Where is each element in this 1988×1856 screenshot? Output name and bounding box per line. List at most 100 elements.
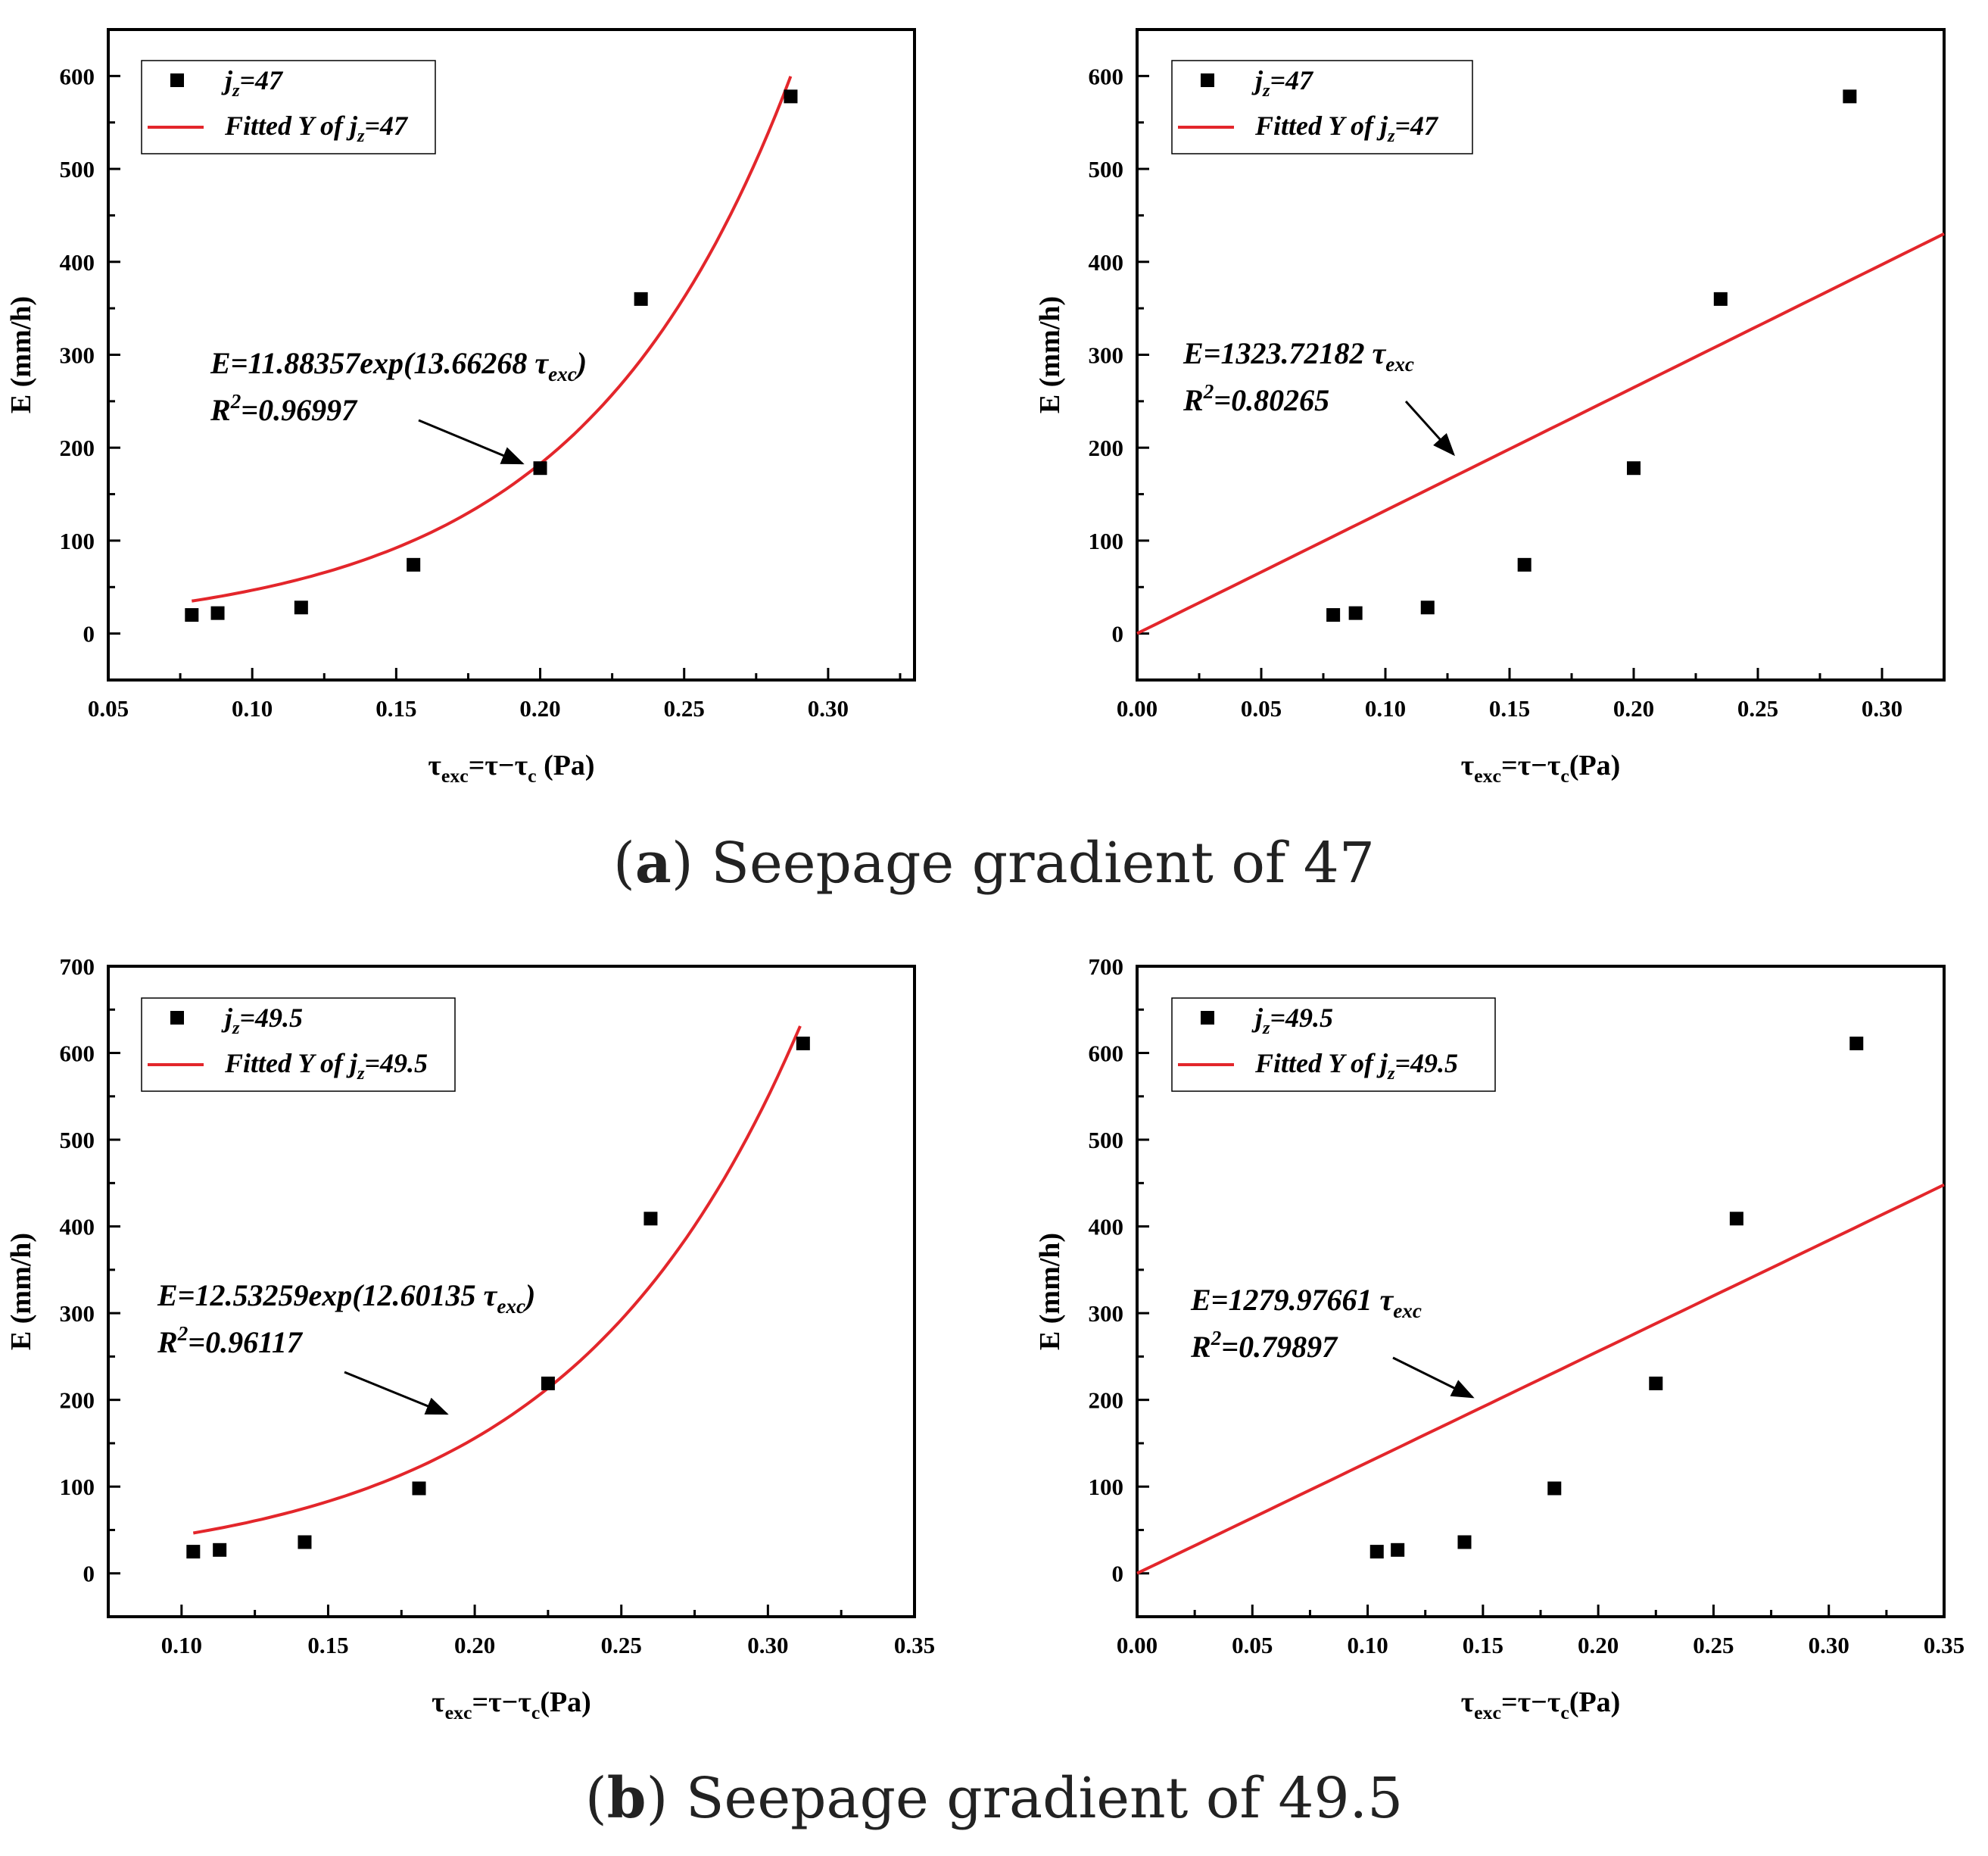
data-point (298, 1535, 312, 1549)
data-point (1649, 1376, 1663, 1390)
y-tick-label: 100 (1089, 528, 1124, 554)
data-point (185, 608, 199, 622)
x-tick-label: 0.35 (1924, 1632, 1965, 1658)
legend-label: Fitted Y of jz=49.5 (1254, 1048, 1458, 1084)
y-tick-label: 400 (60, 249, 95, 276)
data-point (1369, 1545, 1384, 1559)
annotation-arrow (344, 1371, 449, 1415)
fit-line (1136, 232, 1945, 635)
y-tick-label: 400 (60, 1214, 95, 1240)
data-point (1420, 600, 1435, 615)
data-point (1849, 1036, 1864, 1050)
y-tick-label: 0 (1112, 621, 1124, 647)
y-tick-label: 300 (60, 342, 95, 369)
legend: jz=47 Fitted Y of jz=47 (141, 60, 436, 154)
fit-equation: E=12.53259exp(12.60135 τexc) (157, 1278, 535, 1318)
y-tick-label: 200 (60, 435, 95, 461)
y-axis-label: E (mm/h) (1034, 1233, 1066, 1350)
legend-marker (170, 73, 184, 87)
annotation-arrow (418, 419, 525, 465)
legend-box (141, 60, 436, 154)
x-tick-label: 0.10 (1347, 1632, 1388, 1658)
y-tick-label: 300 (1089, 342, 1124, 369)
y-tick-label: 200 (1089, 435, 1124, 461)
caption-b-letter: b (607, 1766, 647, 1831)
charts-group: 0.05 0.10 0.15 0.20 0.25 0.30 0 100 200 300 400 500… (5, 28, 1965, 1723)
r-squared: R2=0.79897 (1190, 1327, 1338, 1364)
x-tick-label: 0.20 (1613, 695, 1654, 722)
caption-b: (b) Seepage gradient of 49.5 (585, 1766, 1403, 1831)
data-point (1713, 292, 1728, 306)
y-tick-label: 500 (1089, 156, 1124, 182)
legend-marker (170, 1011, 184, 1025)
r-squared: R2=0.80265 (1183, 380, 1329, 417)
data-point (210, 606, 225, 620)
caption-a-letter: a (635, 831, 671, 896)
data-point (784, 89, 798, 104)
x-tick-label: 0.15 (375, 695, 416, 722)
chart-1: 0.05 0.10 0.15 0.20 0.25 0.30 0 100 200 300 400 500… (5, 28, 916, 787)
data-point (1348, 606, 1363, 620)
legend-box (141, 997, 456, 1092)
data-point (541, 1376, 555, 1390)
data-point (213, 1543, 227, 1557)
y-tick-label: 300 (1089, 1300, 1124, 1327)
data-point (294, 600, 308, 615)
x-tick-label: 0.00 (1117, 695, 1158, 722)
y-tick-label: 600 (1089, 63, 1124, 89)
y-tick-label: 500 (60, 1127, 95, 1153)
data-point (533, 461, 547, 476)
data-point (1457, 1535, 1472, 1549)
annotation-arrow (1404, 400, 1456, 457)
x-axis-label: τexc=τ−τc(Pa) (1461, 750, 1621, 787)
data-point (1547, 1481, 1562, 1496)
fit-equation: E=11.88357exp(13.66268 τexc) (210, 346, 587, 385)
data-point (1391, 1543, 1405, 1557)
x-tick-label: 0.30 (1862, 695, 1902, 722)
x-axis-label: τexc=τ−τc(Pa) (1461, 1686, 1621, 1723)
chart-2: 0.00 0.05 0.10 0.15 0.20 0.25 0.30 0 100 200 300 40… (1034, 28, 1946, 787)
x-tick-label: 0.30 (808, 695, 849, 722)
x-tick-label: 0.25 (1693, 1632, 1734, 1658)
y-axis-label: E (mm/h) (5, 1233, 37, 1350)
x-tick-label: 0.25 (601, 1632, 642, 1658)
r-squared: R2=0.96117 (157, 1322, 304, 1359)
y-tick-label: 500 (1089, 1127, 1124, 1153)
fit-equation: E=1279.97661 τexc (1190, 1283, 1422, 1322)
data-point (1729, 1212, 1743, 1226)
x-tick-label: 0.05 (1232, 1632, 1273, 1658)
x-tick-label: 0.15 (307, 1632, 348, 1658)
legend: jz=47 Fitted Y of jz=47 (1171, 60, 1473, 154)
x-tick-label: 0.25 (664, 695, 705, 722)
y-tick-label: 0 (83, 1561, 95, 1587)
x-axis-label: τexc=τ−τc (Pa) (428, 750, 594, 787)
x-tick-label: 0.35 (894, 1632, 935, 1658)
data-point (1843, 89, 1857, 104)
legend-marker (1201, 73, 1214, 87)
caption-a: (a) Seepage gradient of 47 (613, 831, 1375, 896)
x-tick-label: 0.05 (88, 695, 129, 722)
y-tick-label: 0 (83, 621, 95, 647)
y-tick-label: 600 (60, 63, 95, 89)
fit-equation: E=1323.72182 τexc (1183, 336, 1414, 376)
legend-label: jz=47 (1251, 65, 1314, 101)
caption-a-text: Seepage gradient of 47 (693, 831, 1375, 896)
y-tick-label: 100 (60, 1474, 95, 1500)
data-point (634, 292, 648, 306)
y-axis-label: E (mm/h) (1034, 296, 1066, 413)
y-tick-label: 500 (60, 156, 95, 182)
x-tick-label: 0.15 (1463, 1632, 1503, 1658)
y-tick-label: 200 (1089, 1387, 1124, 1414)
y-tick-label: 400 (1089, 249, 1124, 276)
y-tick-label: 100 (60, 528, 95, 554)
data-point (1627, 461, 1641, 476)
y-tick-label: 100 (1089, 1474, 1124, 1500)
x-tick-label: 0.30 (1809, 1632, 1849, 1658)
annotation-arrow (1392, 1356, 1475, 1399)
chart-4: 0.00 0.05 0.10 0.15 0.20 0.25 0.30 0.35 0 100 200 3… (1034, 953, 1965, 1723)
legend-label: Fitted Y of jz=47 (224, 111, 409, 146)
x-tick-label: 0.20 (1578, 1632, 1619, 1658)
y-tick-label: 600 (60, 1040, 95, 1067)
